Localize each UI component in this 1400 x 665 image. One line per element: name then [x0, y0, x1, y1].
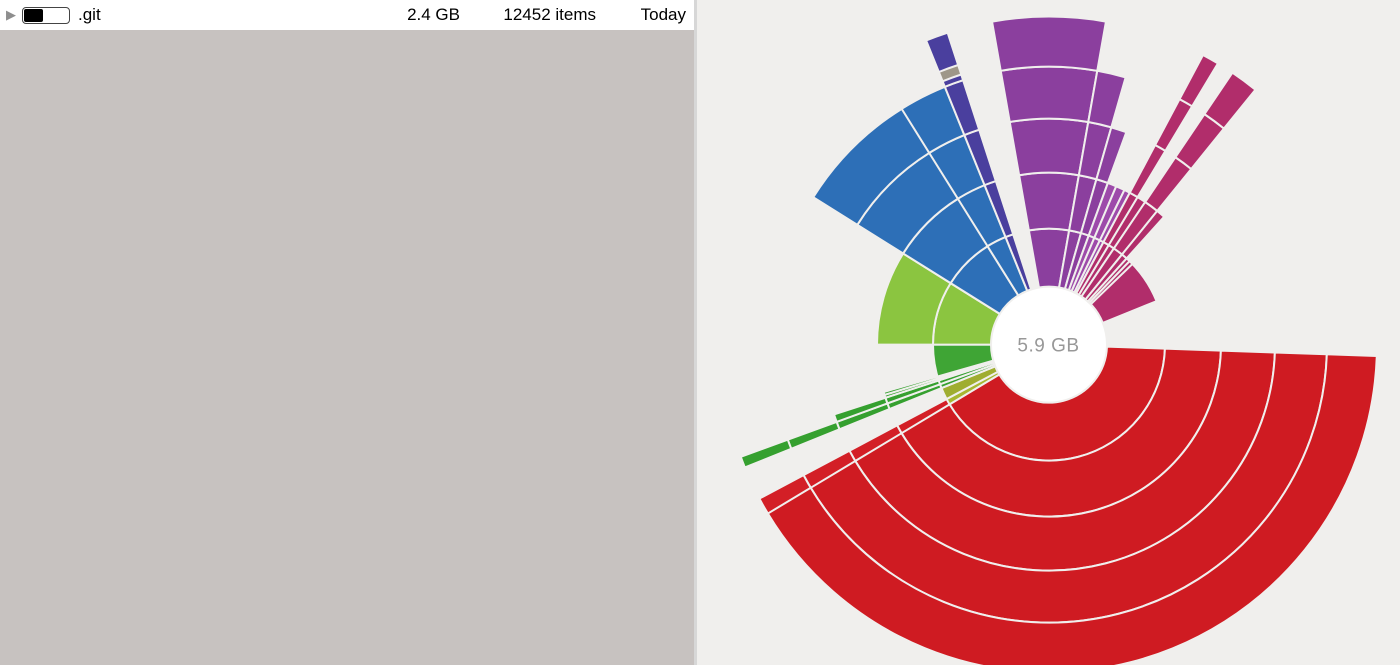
disclosure-triangle-icon[interactable]: ▶	[4, 7, 18, 23]
sunburst-chart[interactable]: 5.9 GB	[699, 0, 1399, 665]
sunburst-segment[interactable]	[740, 439, 790, 467]
sunburst-panel: 5.9 GB	[697, 0, 1400, 665]
usage-gauge-fill	[24, 9, 43, 22]
sunburst-segment[interactable]	[992, 16, 1106, 70]
file-size: 2.4 GB	[370, 5, 476, 25]
file-list-panel: ▶ .git 2.4 GB 12452 items Today	[0, 0, 697, 665]
sunburst-segment[interactable]	[1204, 72, 1255, 128]
sunburst-segment[interactable]	[787, 421, 839, 448]
sunburst-segment[interactable]	[1000, 66, 1097, 121]
file-row[interactable]: ▶ .git 2.4 GB 12452 items Today	[0, 0, 694, 30]
sunburst-center	[992, 287, 1106, 401]
file-date: Today	[616, 5, 688, 25]
usage-gauge-icon	[22, 7, 70, 24]
sunburst-segment[interactable]	[1009, 118, 1087, 175]
file-list-empty-area	[0, 30, 694, 665]
file-item-count: 12452 items	[476, 5, 616, 25]
sunburst-segment[interactable]	[1179, 54, 1217, 105]
file-name: .git	[78, 5, 370, 25]
